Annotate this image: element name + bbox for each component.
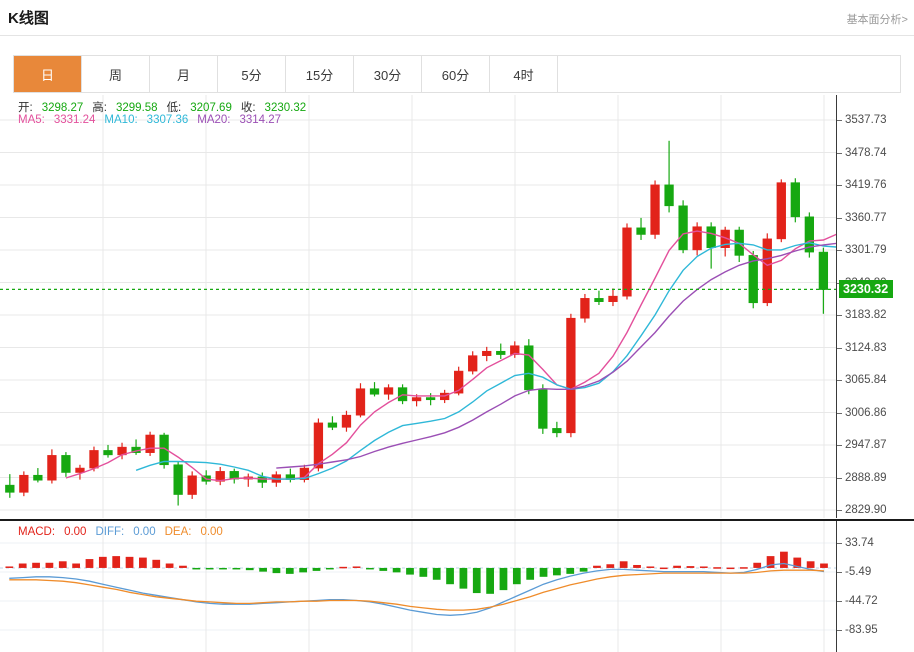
chart-shell: 开: 3298.27 高: 3299.58 低: 3207.69 收: 3230.32 MA5… xyxy=(0,95,914,652)
price-axis-label: 2947.87 xyxy=(845,439,887,451)
price-axis-label: 3301.79 xyxy=(845,243,887,256)
price-axis-label: 3419.76 xyxy=(845,178,887,191)
macd-axis-label: -44.72 xyxy=(845,595,878,607)
price-axis-tick xyxy=(837,347,842,349)
tab-label: 4时 xyxy=(513,67,534,83)
price-axis-tick xyxy=(837,249,842,251)
tab-label: 15分 xyxy=(305,67,334,83)
price-axis-tick xyxy=(837,184,842,186)
header-divider xyxy=(0,35,914,36)
page-header: K线图 基本面分析> xyxy=(0,0,914,36)
tab-week[interactable]: 周 xyxy=(82,56,150,92)
macd-chart xyxy=(0,521,836,652)
tab-month[interactable]: 月 xyxy=(150,56,218,92)
price-axis-label: 3183.82 xyxy=(845,308,887,321)
price-plot-area[interactable] xyxy=(0,95,836,518)
price-axis-tick xyxy=(837,477,842,479)
price-axis-tick xyxy=(837,510,842,511)
macd-axis-tick xyxy=(837,601,842,602)
price-axis-tick xyxy=(837,120,842,121)
tab-period-5[interactable]: 30分 xyxy=(354,56,422,92)
tab-period-3[interactable]: 5分 xyxy=(218,56,286,92)
macd-axis-tick xyxy=(837,543,842,544)
price-axis: 3537.733478.743419.763360.773301.793242.… xyxy=(836,95,914,549)
price-axis-tick xyxy=(837,217,842,219)
price-axis-label: 3065.84 xyxy=(845,374,887,386)
macd-axis: 33.74 -5.49 -44.72 -83.95 xyxy=(836,521,914,652)
tab-label: 日 xyxy=(40,67,54,83)
price-axis-label: 2888.89 xyxy=(845,471,887,484)
price-axis-label: 3537.73 xyxy=(845,114,887,126)
macd-axis-label: -5.49 xyxy=(845,566,872,578)
macd-axis-label: -83.95 xyxy=(845,624,878,636)
price-axis-label: 3360.77 xyxy=(845,211,887,224)
price-axis-tick xyxy=(837,314,842,316)
price-axis-tick xyxy=(837,152,842,154)
current-price-badge: 3230.32 xyxy=(839,280,894,299)
tab-bar-filler xyxy=(558,56,900,92)
period-tab-bar: 日 周 月 5分 15分 30分 60分 4时 xyxy=(13,55,901,93)
price-axis-tick xyxy=(837,412,842,414)
price-axis-label: 2829.90 xyxy=(845,504,887,516)
tab-period-6[interactable]: 60分 xyxy=(422,56,490,92)
tab-label: 5分 xyxy=(241,67,262,83)
macd-pane: MACD: 0.00 DIFF: 0.00 DEA: 0.00 33.74 -5.49 -44… xyxy=(0,519,914,652)
tab-label: 周 xyxy=(108,67,122,83)
price-axis-tick xyxy=(837,380,842,381)
price-pane: 开: 3298.27 高: 3299.58 低: 3207.69 收: 3230.32 MA5… xyxy=(0,95,914,549)
macd-axis-label: 33.74 xyxy=(845,537,874,549)
macd-plot-area[interactable] xyxy=(0,521,836,652)
tab-period-7[interactable]: 4时 xyxy=(490,56,558,92)
price-axis-tick xyxy=(837,445,842,446)
price-axis-label: 3478.74 xyxy=(845,146,887,159)
price-axis-label: 3006.86 xyxy=(845,406,887,419)
tab-label: 月 xyxy=(176,67,190,83)
macd-axis-tick xyxy=(837,630,842,631)
macd-axis-tick xyxy=(837,572,842,573)
fundamental-analysis-link[interactable]: 基本面分析> xyxy=(846,14,908,26)
tab-period-4[interactable]: 15分 xyxy=(286,56,354,92)
candlestick-chart xyxy=(0,95,836,518)
tab-label: 60分 xyxy=(441,67,470,83)
tab-label: 30分 xyxy=(373,67,402,83)
tab-day[interactable]: 日 xyxy=(14,56,82,92)
page-title: K线图 xyxy=(8,10,49,27)
price-axis-label: 3124.83 xyxy=(845,341,887,354)
